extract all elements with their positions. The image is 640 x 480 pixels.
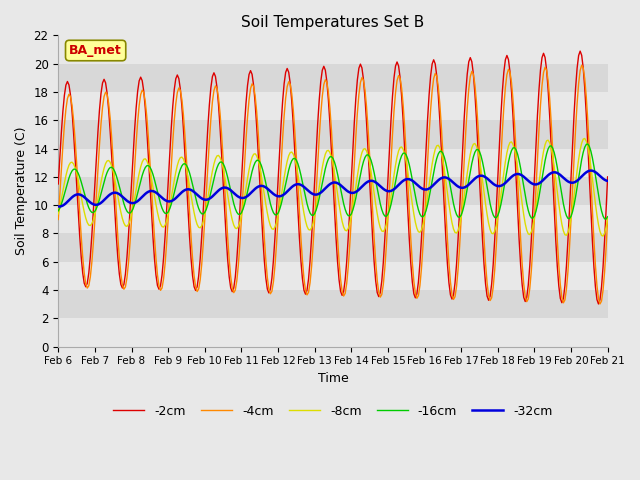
-8cm bbox=[537, 168, 545, 174]
-4cm bbox=[578, 62, 586, 68]
Title: Soil Temperatures Set B: Soil Temperatures Set B bbox=[241, 15, 424, 30]
-32cm bbox=[538, 178, 546, 184]
-2cm bbox=[157, 283, 164, 288]
-2cm bbox=[604, 174, 611, 180]
Bar bbox=[58, 64, 607, 92]
X-axis label: Time: Time bbox=[317, 372, 348, 385]
Line: -16cm: -16cm bbox=[58, 144, 607, 219]
-4cm bbox=[604, 216, 611, 222]
Line: -32cm: -32cm bbox=[58, 170, 607, 206]
-32cm bbox=[399, 178, 407, 184]
-32cm bbox=[71, 192, 79, 198]
-8cm bbox=[604, 216, 611, 222]
-16cm bbox=[604, 214, 611, 220]
Y-axis label: Soil Temperature (C): Soil Temperature (C) bbox=[15, 127, 28, 255]
-4cm bbox=[157, 288, 164, 293]
-2cm bbox=[537, 67, 545, 73]
-8cm bbox=[398, 144, 406, 150]
-2cm bbox=[595, 301, 602, 307]
Bar bbox=[58, 205, 607, 233]
-2cm bbox=[54, 181, 62, 187]
-2cm bbox=[70, 130, 77, 135]
Bar bbox=[58, 318, 607, 347]
-8cm bbox=[54, 211, 62, 217]
Bar bbox=[58, 120, 607, 149]
-8cm bbox=[599, 233, 607, 239]
-32cm bbox=[387, 188, 395, 194]
-8cm bbox=[385, 204, 393, 210]
-8cm bbox=[367, 169, 375, 175]
-16cm bbox=[385, 207, 393, 213]
-16cm bbox=[54, 208, 62, 214]
-4cm bbox=[385, 188, 393, 194]
-8cm bbox=[157, 221, 164, 227]
-2cm bbox=[398, 93, 406, 99]
-32cm bbox=[158, 195, 166, 201]
-2cm bbox=[576, 48, 584, 54]
-16cm bbox=[537, 185, 545, 191]
-16cm bbox=[602, 216, 610, 222]
-32cm bbox=[56, 204, 63, 209]
-4cm bbox=[367, 180, 375, 186]
-16cm bbox=[367, 157, 375, 163]
-16cm bbox=[70, 167, 77, 172]
Line: -8cm: -8cm bbox=[58, 138, 607, 236]
-32cm bbox=[369, 178, 376, 184]
Bar bbox=[58, 290, 607, 318]
-16cm bbox=[398, 153, 406, 158]
-2cm bbox=[367, 207, 375, 213]
Line: -2cm: -2cm bbox=[58, 51, 607, 304]
-4cm bbox=[537, 102, 545, 108]
Line: -4cm: -4cm bbox=[58, 65, 607, 304]
Legend: -2cm, -4cm, -8cm, -16cm, -32cm: -2cm, -4cm, -8cm, -16cm, -32cm bbox=[108, 400, 558, 423]
-4cm bbox=[596, 301, 604, 307]
-8cm bbox=[581, 135, 589, 141]
-32cm bbox=[604, 178, 611, 184]
Text: BA_met: BA_met bbox=[69, 44, 122, 57]
-4cm bbox=[70, 117, 77, 122]
Bar bbox=[58, 177, 607, 205]
-2cm bbox=[385, 146, 393, 152]
-4cm bbox=[398, 85, 406, 91]
Bar bbox=[58, 233, 607, 262]
Bar bbox=[58, 92, 607, 120]
-8cm bbox=[70, 161, 77, 167]
-32cm bbox=[587, 168, 595, 173]
-16cm bbox=[157, 201, 164, 206]
Bar bbox=[58, 149, 607, 177]
-16cm bbox=[584, 141, 591, 147]
-32cm bbox=[54, 204, 62, 209]
-4cm bbox=[54, 216, 62, 222]
Bar bbox=[58, 262, 607, 290]
Bar bbox=[58, 36, 607, 64]
